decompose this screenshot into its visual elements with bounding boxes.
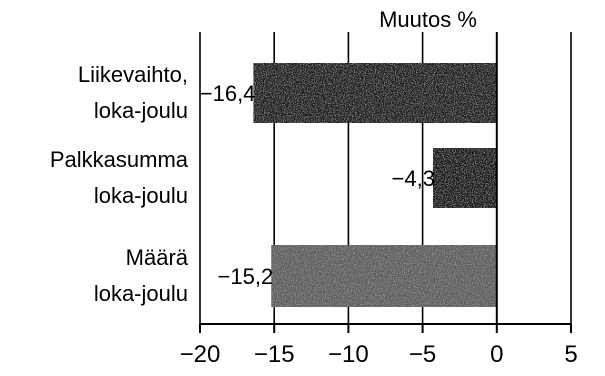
bar-1 <box>253 63 497 123</box>
data-labels: −16,4 −4,3 −15,2 <box>200 81 435 289</box>
category-label-2: Palkkasumma loka-joulu <box>50 147 189 208</box>
x-tick-label-5: 5 <box>564 341 577 368</box>
x-tick-label-3: −5 <box>409 341 436 368</box>
x-tick-label-0: −20 <box>180 341 221 368</box>
category-labels: Liikevaihto, loka-joulu Palkkasumma loka-jo… <box>50 62 189 306</box>
data-label-3: −15,2 <box>218 264 274 289</box>
category-label-1: Liikevaihto, loka-joulu <box>78 62 188 123</box>
bars <box>253 63 497 307</box>
chart-title: Muutos % <box>379 7 477 32</box>
x-tick-label-2: −10 <box>328 341 369 368</box>
data-label-2: −4,3 <box>392 166 435 191</box>
bar-3 <box>271 245 497 307</box>
x-axis: −20 −15 −10 −5 0 5 <box>180 32 578 368</box>
bar-2 <box>432 148 497 208</box>
data-label-1: −16,4 <box>200 81 256 106</box>
x-tick-label-1: −15 <box>254 341 295 368</box>
x-tick-label-4: 0 <box>490 341 503 368</box>
category-label-3: Määrä loka-joulu <box>94 245 189 306</box>
